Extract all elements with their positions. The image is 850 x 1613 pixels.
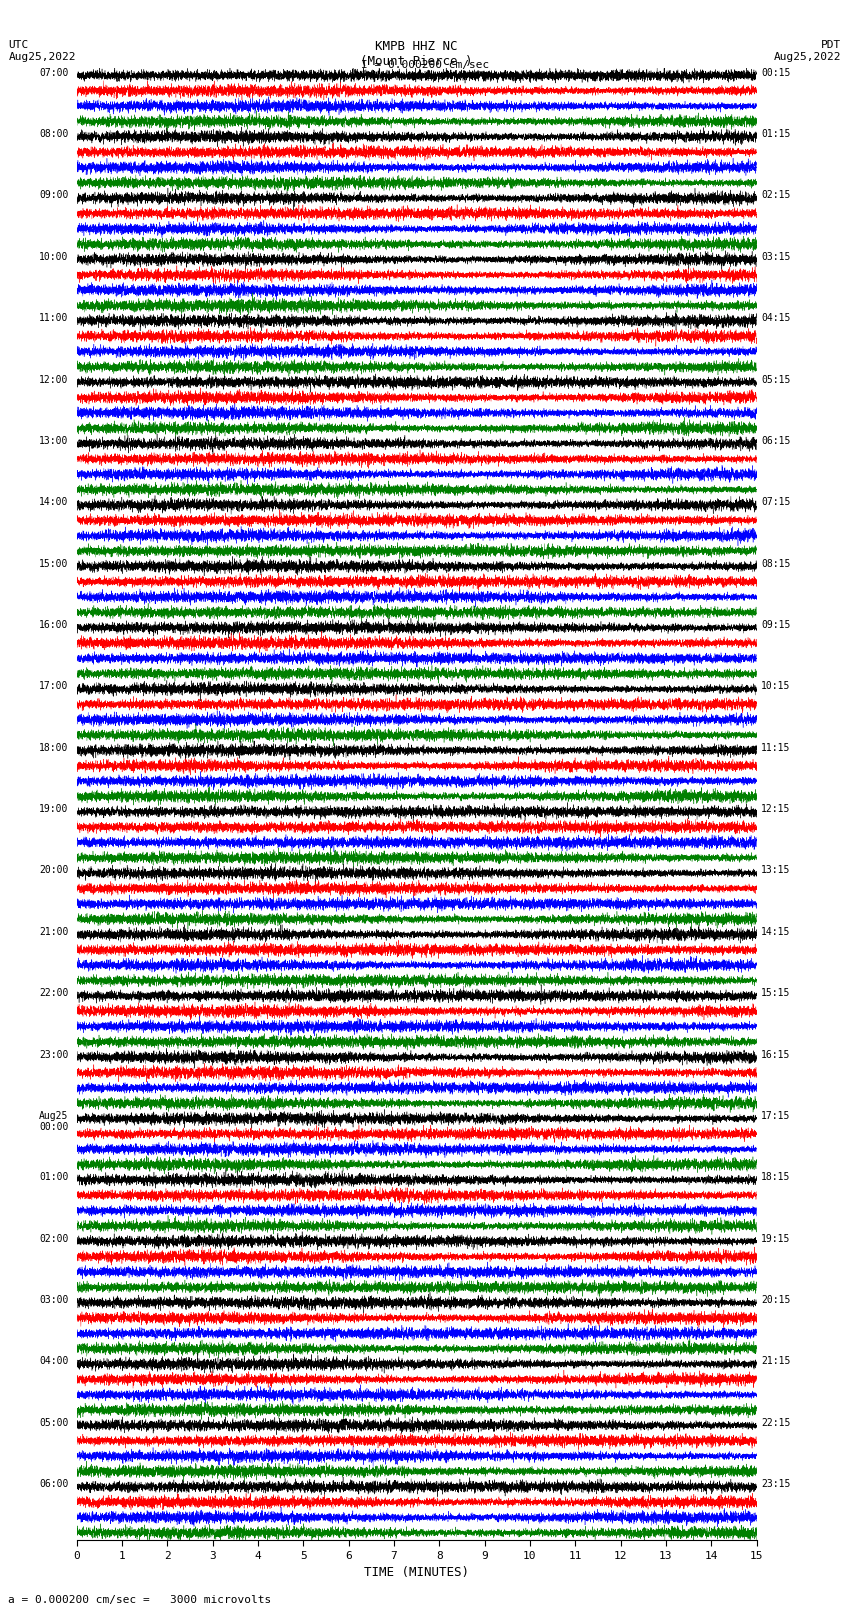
Text: 04:15: 04:15 bbox=[761, 313, 790, 323]
Text: 14:15: 14:15 bbox=[761, 927, 790, 937]
Text: 05:00: 05:00 bbox=[39, 1418, 68, 1428]
Text: 08:00: 08:00 bbox=[39, 129, 68, 139]
Text: 17:00: 17:00 bbox=[39, 681, 68, 692]
Text: UTC
Aug25,2022: UTC Aug25,2022 bbox=[8, 40, 76, 61]
Text: 19:15: 19:15 bbox=[761, 1234, 790, 1244]
Text: 11:15: 11:15 bbox=[761, 742, 790, 753]
Text: 15:15: 15:15 bbox=[761, 989, 790, 998]
Text: Aug25
00:00: Aug25 00:00 bbox=[39, 1111, 68, 1132]
Text: 20:00: 20:00 bbox=[39, 866, 68, 876]
Text: PDT
Aug25,2022: PDT Aug25,2022 bbox=[774, 40, 842, 61]
Text: 09:15: 09:15 bbox=[761, 619, 790, 631]
Text: 21:15: 21:15 bbox=[761, 1357, 790, 1366]
Text: 13:15: 13:15 bbox=[761, 866, 790, 876]
Text: 03:15: 03:15 bbox=[761, 252, 790, 261]
Text: 02:15: 02:15 bbox=[761, 190, 790, 200]
Text: 21:00: 21:00 bbox=[39, 927, 68, 937]
Text: I = 0.000200 cm/sec: I = 0.000200 cm/sec bbox=[361, 60, 489, 69]
Text: 15:00: 15:00 bbox=[39, 558, 68, 569]
Text: 04:00: 04:00 bbox=[39, 1357, 68, 1366]
X-axis label: TIME (MINUTES): TIME (MINUTES) bbox=[364, 1566, 469, 1579]
Text: 23:00: 23:00 bbox=[39, 1050, 68, 1060]
Text: 02:00: 02:00 bbox=[39, 1234, 68, 1244]
Text: 23:15: 23:15 bbox=[761, 1479, 790, 1489]
Text: 08:15: 08:15 bbox=[761, 558, 790, 569]
Text: 01:15: 01:15 bbox=[761, 129, 790, 139]
Text: 18:15: 18:15 bbox=[761, 1173, 790, 1182]
Text: 01:00: 01:00 bbox=[39, 1173, 68, 1182]
Text: 10:00: 10:00 bbox=[39, 252, 68, 261]
Text: 09:00: 09:00 bbox=[39, 190, 68, 200]
Text: 11:00: 11:00 bbox=[39, 313, 68, 323]
Text: 07:00: 07:00 bbox=[39, 68, 68, 77]
Text: 12:15: 12:15 bbox=[761, 805, 790, 815]
Text: 20:15: 20:15 bbox=[761, 1295, 790, 1305]
Text: 13:00: 13:00 bbox=[39, 436, 68, 445]
Text: 12:00: 12:00 bbox=[39, 374, 68, 384]
Text: 06:15: 06:15 bbox=[761, 436, 790, 445]
Text: 06:00: 06:00 bbox=[39, 1479, 68, 1489]
Text: 00:15: 00:15 bbox=[761, 68, 790, 77]
Text: 16:15: 16:15 bbox=[761, 1050, 790, 1060]
Text: 17:15: 17:15 bbox=[761, 1111, 790, 1121]
Text: 16:00: 16:00 bbox=[39, 619, 68, 631]
Text: 07:15: 07:15 bbox=[761, 497, 790, 506]
Text: 03:00: 03:00 bbox=[39, 1295, 68, 1305]
Title: KMPB HHZ NC
(Mount Pierce ): KMPB HHZ NC (Mount Pierce ) bbox=[360, 40, 473, 68]
Text: 22:00: 22:00 bbox=[39, 989, 68, 998]
Text: 14:00: 14:00 bbox=[39, 497, 68, 506]
Text: 10:15: 10:15 bbox=[761, 681, 790, 692]
Text: 22:15: 22:15 bbox=[761, 1418, 790, 1428]
Text: 05:15: 05:15 bbox=[761, 374, 790, 384]
Text: a = 0.000200 cm/sec =   3000 microvolts: a = 0.000200 cm/sec = 3000 microvolts bbox=[8, 1595, 272, 1605]
Text: 18:00: 18:00 bbox=[39, 742, 68, 753]
Text: 19:00: 19:00 bbox=[39, 805, 68, 815]
